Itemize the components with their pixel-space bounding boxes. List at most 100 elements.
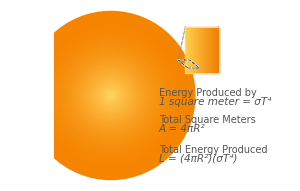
Circle shape bbox=[70, 55, 152, 136]
Bar bbox=[191, 27, 192, 73]
Bar bbox=[190, 27, 191, 73]
Circle shape bbox=[46, 30, 176, 161]
Circle shape bbox=[40, 25, 181, 166]
Circle shape bbox=[57, 42, 164, 149]
Circle shape bbox=[39, 24, 182, 167]
Circle shape bbox=[59, 44, 162, 147]
Circle shape bbox=[75, 60, 147, 131]
Bar bbox=[199, 27, 200, 73]
Circle shape bbox=[71, 56, 151, 135]
Circle shape bbox=[88, 72, 134, 119]
Circle shape bbox=[45, 29, 177, 162]
Circle shape bbox=[89, 73, 133, 117]
Circle shape bbox=[103, 88, 118, 103]
Circle shape bbox=[58, 43, 164, 148]
Bar bbox=[194, 27, 195, 73]
Circle shape bbox=[62, 47, 159, 144]
Bar bbox=[218, 27, 219, 73]
Circle shape bbox=[36, 21, 185, 170]
Circle shape bbox=[61, 46, 160, 145]
Circle shape bbox=[68, 53, 154, 139]
Text: L = (4πR²)(σT⁴): L = (4πR²)(σT⁴) bbox=[159, 154, 237, 164]
Circle shape bbox=[108, 92, 114, 99]
Circle shape bbox=[98, 83, 124, 108]
Bar bbox=[212, 27, 213, 73]
Circle shape bbox=[100, 85, 121, 106]
Circle shape bbox=[66, 50, 156, 141]
Bar bbox=[214, 27, 215, 73]
Text: A = 4πR²: A = 4πR² bbox=[159, 125, 205, 134]
Circle shape bbox=[64, 48, 158, 143]
Bar bbox=[200, 27, 201, 73]
Bar bbox=[197, 27, 198, 73]
Text: Total Square Meters: Total Square Meters bbox=[159, 115, 255, 125]
Circle shape bbox=[64, 49, 157, 142]
Circle shape bbox=[27, 11, 195, 180]
Text: 1 square meter = σT⁴: 1 square meter = σT⁴ bbox=[159, 97, 271, 107]
Circle shape bbox=[102, 87, 119, 104]
Circle shape bbox=[52, 37, 170, 154]
Circle shape bbox=[48, 32, 174, 159]
Circle shape bbox=[54, 39, 168, 152]
Bar bbox=[210, 27, 211, 73]
Bar bbox=[204, 27, 205, 73]
Bar bbox=[193, 27, 194, 73]
Circle shape bbox=[53, 38, 169, 153]
Circle shape bbox=[41, 26, 180, 165]
Circle shape bbox=[29, 14, 193, 177]
Bar bbox=[188, 27, 189, 73]
Circle shape bbox=[72, 57, 150, 134]
Circle shape bbox=[90, 74, 132, 117]
Bar bbox=[192, 27, 193, 73]
Circle shape bbox=[43, 27, 179, 164]
Circle shape bbox=[94, 79, 128, 112]
Circle shape bbox=[101, 86, 120, 105]
Bar bbox=[198, 27, 199, 73]
Circle shape bbox=[79, 64, 142, 127]
Circle shape bbox=[92, 77, 130, 114]
Bar bbox=[186, 27, 187, 73]
Bar bbox=[189, 27, 190, 73]
Circle shape bbox=[83, 68, 138, 123]
Circle shape bbox=[44, 28, 178, 163]
Circle shape bbox=[73, 58, 149, 133]
Circle shape bbox=[33, 18, 189, 173]
Text: Total Energy Produced: Total Energy Produced bbox=[159, 145, 267, 155]
Circle shape bbox=[104, 89, 117, 102]
Circle shape bbox=[87, 71, 135, 120]
Circle shape bbox=[31, 16, 191, 175]
Circle shape bbox=[28, 13, 194, 178]
Circle shape bbox=[30, 15, 192, 176]
Circle shape bbox=[50, 35, 172, 156]
Bar bbox=[205, 27, 206, 73]
Circle shape bbox=[95, 80, 127, 111]
Circle shape bbox=[80, 65, 141, 126]
Circle shape bbox=[78, 63, 143, 128]
Circle shape bbox=[82, 67, 139, 124]
Circle shape bbox=[81, 66, 140, 125]
Bar bbox=[185, 27, 219, 73]
Bar bbox=[217, 27, 218, 73]
Circle shape bbox=[49, 34, 173, 157]
Circle shape bbox=[60, 45, 161, 146]
Bar bbox=[209, 27, 210, 73]
Bar bbox=[185, 27, 186, 73]
Bar bbox=[196, 27, 197, 73]
Circle shape bbox=[106, 91, 115, 100]
Circle shape bbox=[74, 59, 148, 132]
Bar bbox=[207, 27, 208, 73]
Circle shape bbox=[38, 23, 183, 168]
Circle shape bbox=[96, 81, 126, 110]
Bar bbox=[201, 27, 202, 73]
Bar bbox=[206, 27, 207, 73]
Circle shape bbox=[37, 22, 184, 169]
Circle shape bbox=[109, 93, 113, 98]
Circle shape bbox=[97, 82, 124, 109]
Circle shape bbox=[106, 90, 116, 101]
Circle shape bbox=[110, 94, 112, 96]
Circle shape bbox=[56, 41, 166, 150]
Circle shape bbox=[32, 17, 190, 174]
Bar bbox=[187, 27, 188, 73]
Circle shape bbox=[55, 40, 166, 151]
Circle shape bbox=[69, 53, 153, 138]
